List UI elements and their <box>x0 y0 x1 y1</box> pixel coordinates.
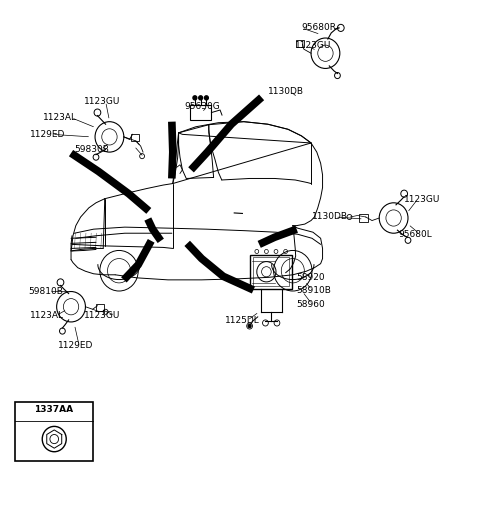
Text: 95630G: 95630G <box>185 102 220 111</box>
Text: 1123GU: 1123GU <box>84 311 120 320</box>
Text: 58920: 58920 <box>297 273 325 282</box>
Text: 1123AL: 1123AL <box>43 113 77 122</box>
Bar <box>96 304 104 311</box>
Text: 1129ED: 1129ED <box>30 130 65 139</box>
Text: 95680L: 95680L <box>398 230 432 239</box>
Circle shape <box>248 324 251 328</box>
Text: 1123GU: 1123GU <box>404 195 441 204</box>
Text: 59830B: 59830B <box>74 145 109 154</box>
Bar <box>15 402 93 461</box>
Text: 58960: 58960 <box>297 300 325 309</box>
Text: 1123AL: 1123AL <box>30 311 64 320</box>
Text: 1337AA: 1337AA <box>34 405 73 414</box>
Text: 95680R: 95680R <box>301 23 336 32</box>
Text: 1129ED: 1129ED <box>58 341 93 350</box>
Text: 1123GU: 1123GU <box>295 41 332 50</box>
Circle shape <box>199 96 203 100</box>
Bar <box>359 214 368 222</box>
Circle shape <box>204 96 208 100</box>
Text: 1130DB: 1130DB <box>312 212 348 222</box>
Bar <box>296 40 304 47</box>
Text: 1130DB: 1130DB <box>268 87 304 96</box>
Circle shape <box>193 96 197 100</box>
Bar <box>131 134 139 141</box>
Bar <box>190 105 211 120</box>
Text: 59810B: 59810B <box>28 287 63 296</box>
Text: 1123GU: 1123GU <box>84 97 120 106</box>
Text: 58910B: 58910B <box>297 285 332 295</box>
Text: 1125DL: 1125DL <box>225 316 259 325</box>
Bar <box>253 257 289 286</box>
Bar <box>250 255 292 289</box>
